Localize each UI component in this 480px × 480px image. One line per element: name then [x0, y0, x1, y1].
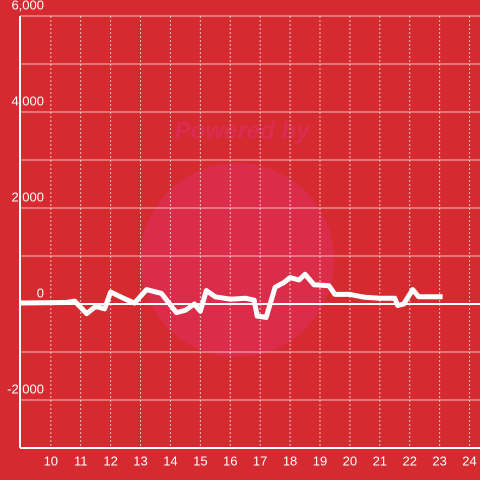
- x-tick-label: 17: [253, 453, 267, 468]
- x-tick-label: 21: [373, 453, 387, 468]
- y-tick-label: 6,000: [11, 0, 44, 12]
- x-tick-label: 11: [74, 453, 88, 468]
- x-tick-label: 23: [432, 453, 446, 468]
- x-tick-label: 13: [133, 453, 147, 468]
- x-tick-label: 10: [44, 453, 58, 468]
- x-tick-label: 15: [193, 453, 207, 468]
- x-tick-label: 18: [283, 453, 297, 468]
- y-tick-label: 4,000: [11, 93, 44, 108]
- x-tick-label: 14: [163, 453, 177, 468]
- x-tick-label: 16: [223, 453, 237, 468]
- x-tick-label: 20: [343, 453, 357, 468]
- y-tick-label: -2,000: [7, 381, 44, 396]
- x-tick-label: 19: [313, 453, 327, 468]
- x-tick-label: 22: [402, 453, 416, 468]
- line: [20, 271, 443, 320]
- x-tick-label: 12: [103, 453, 117, 468]
- y-tick-label: 0: [37, 285, 44, 300]
- x-tick-label: 24: [462, 453, 476, 468]
- watermark-logo: [140, 163, 334, 357]
- watermark: Powered by: [175, 117, 311, 144]
- y-tick-label: 2,000: [11, 189, 44, 204]
